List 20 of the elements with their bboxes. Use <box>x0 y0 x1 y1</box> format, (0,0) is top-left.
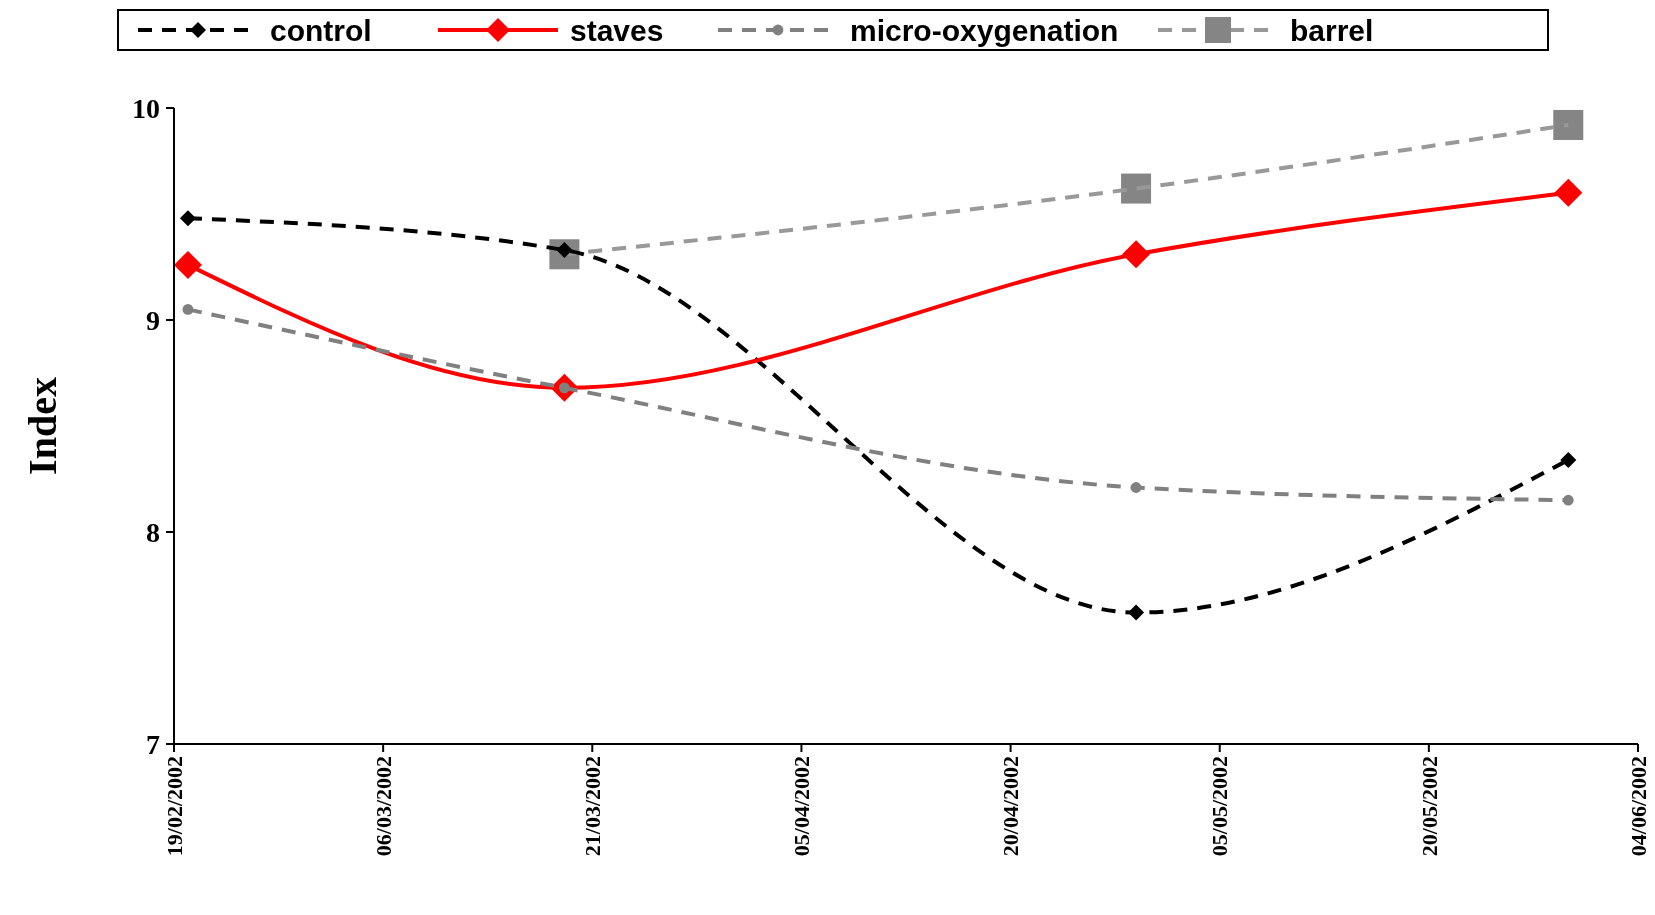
x-tick-label: 19/02/2002 <box>161 756 187 857</box>
legend-label: control <box>270 13 372 47</box>
point <box>1121 173 1152 204</box>
point <box>1560 451 1577 468</box>
legend-label: staves <box>570 13 664 47</box>
y-tick-label: 9 <box>146 304 160 336</box>
x-tick-label: 05/05/2002 <box>1207 756 1233 857</box>
legend-label: barrel <box>1290 13 1374 47</box>
x-tick-label: 20/04/2002 <box>998 756 1024 857</box>
point <box>1553 109 1584 140</box>
x-tick-label: 05/04/2002 <box>789 756 815 857</box>
x-tick-label: 21/03/2002 <box>579 756 605 857</box>
y-axis-title: Index <box>20 377 65 475</box>
x-tick-label: 06/03/2002 <box>370 756 396 857</box>
x-tick-label: 20/05/2002 <box>1416 756 1442 857</box>
x-tick-label: 04/06/2002 <box>1625 756 1651 857</box>
legend-label: micro-oxygenation <box>850 13 1119 47</box>
y-tick-label: 8 <box>146 516 160 548</box>
y-tick-label: 7 <box>146 728 160 760</box>
y-tick-label: 10 <box>132 92 160 124</box>
